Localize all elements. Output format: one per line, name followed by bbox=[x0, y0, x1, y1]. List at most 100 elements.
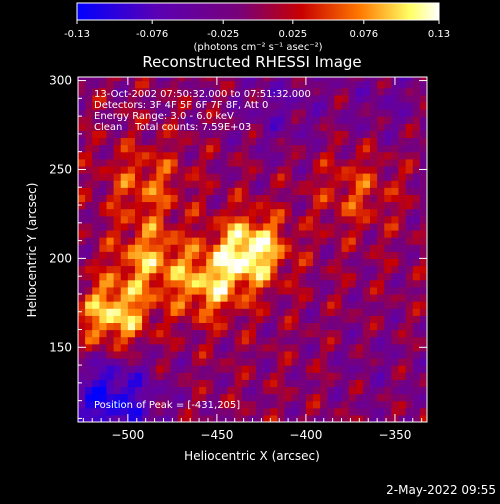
heatmap-cell bbox=[120, 279, 129, 288]
heatmap-cell bbox=[220, 393, 229, 402]
heatmap-cell bbox=[142, 194, 150, 203]
heatmap-cell bbox=[377, 265, 385, 274]
heatmap-cell bbox=[405, 144, 414, 153]
heatmap-cell bbox=[370, 123, 378, 131]
heatmap-cell bbox=[313, 201, 321, 210]
heatmap-cell bbox=[277, 365, 286, 373]
heatmap-cell bbox=[206, 286, 214, 295]
heatmap-cell bbox=[334, 144, 343, 153]
heatmap-cell bbox=[248, 308, 257, 316]
heatmap-cell bbox=[213, 386, 222, 395]
heatmap-cell bbox=[99, 151, 108, 160]
heatmap-cell bbox=[291, 329, 300, 338]
heatmap-cell bbox=[220, 137, 229, 146]
heatmap-cell bbox=[191, 343, 200, 352]
heatmap-cell bbox=[142, 279, 150, 288]
heatmap-cell bbox=[341, 165, 350, 174]
heatmap-cell bbox=[127, 265, 136, 274]
heatmap-cell bbox=[142, 109, 150, 117]
heatmap-cell bbox=[291, 379, 300, 388]
heatmap-cell bbox=[305, 414, 314, 422]
heatmap-cell bbox=[99, 187, 108, 195]
heatmap-cell bbox=[99, 329, 108, 338]
heatmap-cell bbox=[199, 286, 207, 295]
heatmap-cell bbox=[191, 151, 200, 160]
heatmap-cell bbox=[227, 158, 236, 167]
heatmap-cell bbox=[327, 365, 336, 373]
heatmap-cell bbox=[85, 158, 93, 167]
heatmap-cell bbox=[348, 101, 357, 110]
heatmap-cell bbox=[320, 137, 328, 146]
heatmap-cell bbox=[256, 414, 264, 422]
heatmap-cell bbox=[120, 293, 129, 302]
heatmap-cell bbox=[142, 158, 150, 167]
heatmap-cell bbox=[220, 244, 229, 252]
heatmap-cell bbox=[142, 272, 150, 281]
heatmap-cell bbox=[412, 372, 421, 380]
heatmap-cell bbox=[170, 372, 179, 380]
heatmap-cell bbox=[341, 386, 350, 395]
heatmap-cell bbox=[156, 144, 165, 153]
heatmap-cell bbox=[298, 77, 307, 82]
heatmap-cell bbox=[120, 265, 129, 274]
heatmap-cell bbox=[270, 322, 279, 331]
heatmap-cell bbox=[263, 386, 271, 395]
heatmap-cell bbox=[85, 116, 93, 124]
heatmap-cell bbox=[220, 365, 229, 373]
heatmap-cell bbox=[120, 137, 129, 146]
heatmap-cell bbox=[327, 237, 336, 245]
heatmap-cell bbox=[398, 165, 407, 174]
heatmap-cell bbox=[377, 393, 385, 402]
heatmap-cell bbox=[241, 222, 250, 231]
heatmap-cell bbox=[220, 87, 229, 96]
heatmap-cell bbox=[256, 194, 264, 203]
heatmap-cell bbox=[248, 165, 257, 174]
heatmap-cell bbox=[327, 130, 336, 139]
heatmap-cell bbox=[305, 336, 314, 345]
heatmap-cell bbox=[120, 414, 129, 422]
heatmap-cell bbox=[220, 208, 229, 217]
heatmap-cell bbox=[270, 400, 279, 409]
heatmap-cell bbox=[320, 151, 328, 160]
info-detectors: Detectors: 3F 4F 5F 6F 7F 8F, Att 0 bbox=[94, 100, 268, 111]
heatmap-cell bbox=[270, 272, 279, 281]
heatmap-cell bbox=[227, 116, 236, 124]
heatmap-cell bbox=[78, 123, 86, 131]
heatmap-cell bbox=[348, 109, 357, 117]
heatmap-cell bbox=[298, 194, 307, 203]
heatmap-cell bbox=[341, 87, 350, 96]
heatmap-cell bbox=[99, 173, 108, 181]
heatmap-cell bbox=[163, 379, 172, 388]
heatmap-cell bbox=[263, 407, 271, 416]
heatmap-cell bbox=[370, 158, 378, 167]
heatmap-cell bbox=[191, 94, 200, 103]
heatmap-cell bbox=[191, 279, 200, 288]
heatmap-cell bbox=[206, 151, 214, 160]
heatmap-cell bbox=[241, 80, 250, 89]
heatmap-cell bbox=[291, 279, 300, 288]
heatmap-cell bbox=[142, 137, 150, 146]
heatmap-cell bbox=[156, 237, 165, 245]
heatmap-cell bbox=[362, 286, 371, 295]
heatmap-cell bbox=[291, 365, 300, 373]
heatmap-cell bbox=[78, 77, 86, 82]
heatmap-cell bbox=[120, 329, 129, 338]
heatmap-cell bbox=[241, 116, 250, 124]
heatmap-cell bbox=[156, 165, 165, 174]
heatmap-cell bbox=[206, 229, 214, 238]
heatmap-cell bbox=[412, 308, 421, 316]
heatmap-cell bbox=[248, 173, 257, 181]
heatmap-cell bbox=[256, 336, 264, 345]
heatmap-cell bbox=[127, 350, 136, 359]
heatmap-cell bbox=[355, 336, 364, 345]
heatmap-cell bbox=[291, 301, 300, 309]
heatmap-cell bbox=[206, 144, 214, 153]
heatmap-cell bbox=[241, 144, 250, 153]
heatmap-cell bbox=[134, 357, 143, 366]
heatmap-cell bbox=[248, 372, 257, 380]
heatmap-cell bbox=[348, 365, 357, 373]
heatmap-cell bbox=[127, 77, 136, 82]
heatmap-cell bbox=[113, 144, 122, 153]
heatmap-cell bbox=[298, 158, 307, 167]
heatmap-cell bbox=[263, 251, 271, 259]
